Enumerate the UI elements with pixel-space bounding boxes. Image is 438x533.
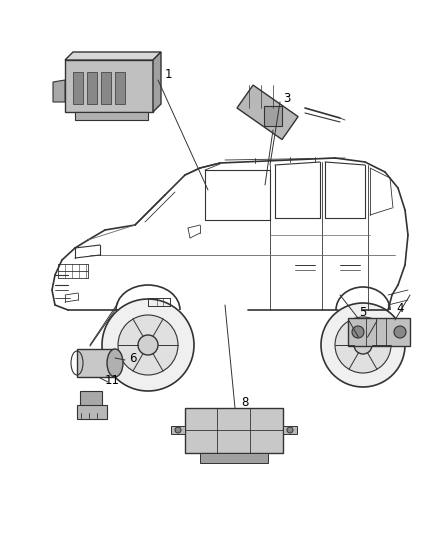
Polygon shape [75, 112, 148, 120]
Bar [185, 408, 283, 453]
Polygon shape [65, 52, 161, 60]
Bar [237, 85, 298, 140]
Text: 3: 3 [283, 93, 291, 106]
Polygon shape [153, 52, 161, 112]
Circle shape [102, 299, 194, 391]
Text: 5: 5 [359, 305, 367, 319]
Bar [65, 60, 153, 112]
Circle shape [175, 427, 181, 433]
Circle shape [352, 326, 364, 338]
Circle shape [287, 427, 293, 433]
Polygon shape [53, 80, 65, 102]
Bar [171, 426, 185, 434]
Circle shape [394, 326, 406, 338]
Text: 6: 6 [129, 351, 137, 365]
Bar [200, 453, 268, 463]
Bar [80, 391, 102, 411]
Bar [77, 349, 115, 377]
Circle shape [354, 336, 372, 354]
Circle shape [118, 315, 178, 375]
Bar [101, 72, 111, 104]
Text: 4: 4 [396, 302, 404, 314]
Text: 1: 1 [164, 68, 172, 80]
Circle shape [138, 335, 158, 355]
Circle shape [321, 303, 405, 387]
Circle shape [335, 317, 391, 373]
Bar [115, 72, 125, 104]
Bar [73, 72, 83, 104]
Bar [348, 318, 410, 346]
Bar [87, 72, 97, 104]
Bar [264, 106, 282, 126]
Bar [283, 426, 297, 434]
Text: 11: 11 [105, 374, 120, 386]
Bar [77, 405, 107, 419]
Text: 8: 8 [241, 395, 249, 408]
Ellipse shape [107, 349, 123, 377]
